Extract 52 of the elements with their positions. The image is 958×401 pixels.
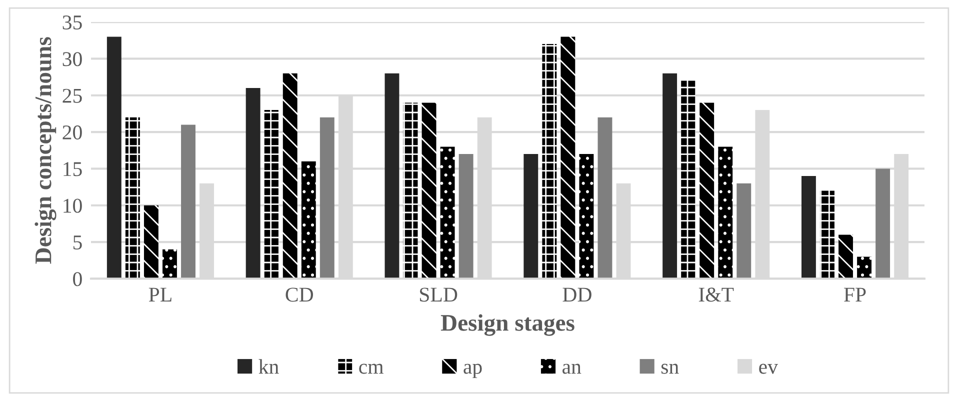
- y-tick-label: 25: [62, 88, 82, 103]
- x-tick-label: PL: [148, 288, 172, 302]
- legend-label: ev: [759, 364, 778, 374]
- bar: [662, 73, 678, 279]
- bar: [838, 234, 853, 279]
- bar: [422, 102, 436, 279]
- legend-label: an: [562, 364, 582, 374]
- bar: [181, 124, 196, 279]
- y-tick-label: 5: [73, 236, 82, 250]
- y-tick-label: 0: [73, 272, 82, 286]
- x-tick-label: DD: [562, 288, 592, 302]
- bar: [162, 249, 177, 279]
- bar: [857, 256, 872, 279]
- bar: [718, 146, 733, 279]
- bar: [384, 73, 400, 279]
- bar: [579, 154, 594, 279]
- y-axis-title: Design concepts/nouns: [34, 37, 56, 264]
- y-tick-label: 35: [62, 15, 82, 30]
- bar: [320, 117, 334, 279]
- bar: [820, 190, 834, 279]
- legend-label: kn: [258, 359, 279, 374]
- bar: [801, 176, 816, 279]
- legend-label: sn: [661, 364, 679, 374]
- bar: [876, 168, 890, 279]
- x-tick-label: FP: [844, 288, 866, 302]
- bar: [282, 73, 298, 279]
- bar: [458, 154, 474, 279]
- bar: [125, 117, 140, 279]
- legend-label: cm: [359, 364, 384, 374]
- bar: [301, 161, 316, 279]
- x-tick-label: I&T: [698, 288, 734, 302]
- bar: [440, 146, 455, 279]
- bar: [264, 110, 279, 279]
- bar: [700, 102, 714, 279]
- x-tick-label: CD: [286, 288, 314, 302]
- bar: [144, 205, 158, 279]
- y-tick-label: 20: [62, 125, 82, 140]
- bar: [524, 154, 538, 279]
- bar: [598, 117, 612, 279]
- x-tick-label: SLD: [420, 288, 458, 302]
- bar: [681, 80, 696, 279]
- legend-label: ap: [464, 364, 482, 378]
- bar: [560, 36, 576, 279]
- bar: [736, 183, 752, 279]
- bar: [403, 102, 418, 279]
- bar: [542, 44, 557, 279]
- bar: [246, 88, 260, 279]
- x-axis-title: Design stages: [440, 314, 574, 336]
- y-tick-label: 15: [64, 162, 82, 176]
- bar: [106, 36, 122, 279]
- y-tick-label: 30: [62, 52, 82, 66]
- y-tick-label: 10: [64, 198, 82, 213]
